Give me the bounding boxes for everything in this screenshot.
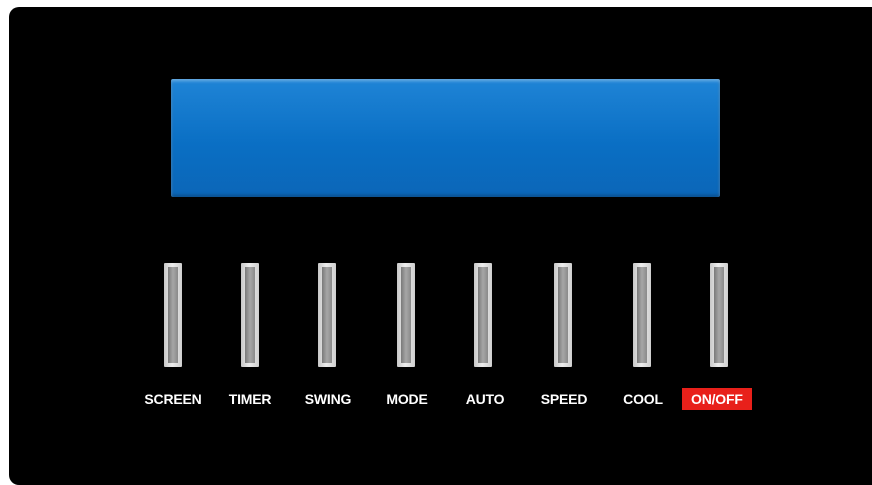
on-off-button[interactable] [710,263,728,367]
button-face [401,267,411,363]
screen-button[interactable] [164,263,182,367]
button-face [168,267,178,363]
timer-label: TIMER [228,391,272,407]
button-face [558,267,568,363]
button-face [714,267,724,363]
screen-label: SCREEN [144,391,202,407]
auto-button[interactable] [474,263,492,367]
button-face [478,267,488,363]
speed-label: SPEED [540,391,588,407]
on-off-label: ON/OFF [682,388,752,410]
control-panel: SCREEN TIMER SWING MODE AUTO SPEED COOL … [9,7,872,485]
cool-label: COOL [623,391,663,407]
speed-button[interactable] [554,263,572,367]
mode-label: MODE [386,391,428,407]
swing-label: SWING [304,391,352,407]
cool-button[interactable] [633,263,651,367]
button-face [322,267,332,363]
timer-button[interactable] [241,263,259,367]
swing-button[interactable] [318,263,336,367]
button-face [245,267,255,363]
mode-button[interactable] [397,263,415,367]
button-face [637,267,647,363]
lcd-display [171,79,720,197]
auto-label: AUTO [465,391,505,407]
